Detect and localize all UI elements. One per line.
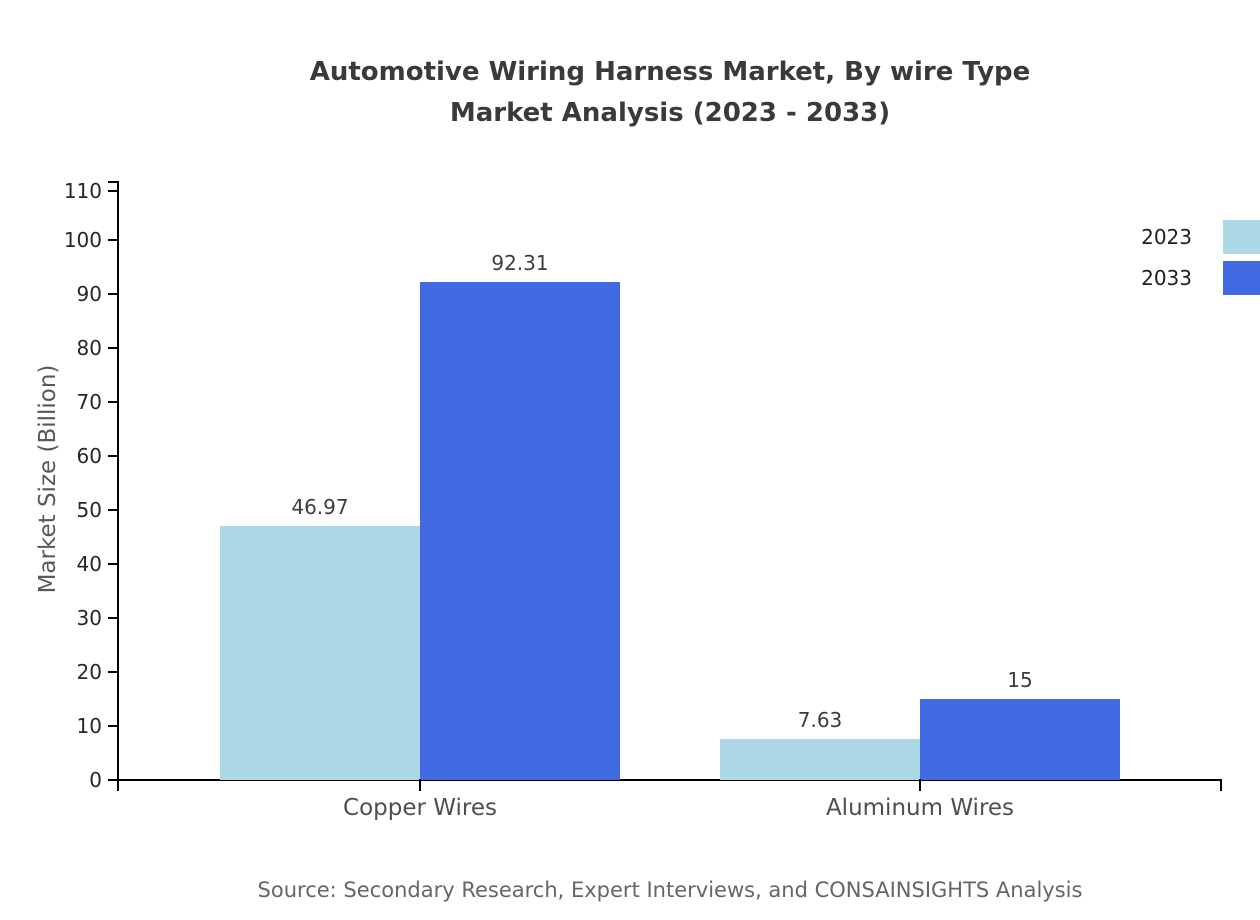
- y-tick-label: 50: [76, 498, 102, 522]
- x-category-label: Copper Wires: [343, 795, 497, 821]
- legend-swatch-2033: [1223, 261, 1260, 295]
- y-axis-line: [117, 181, 119, 791]
- bar-2023-aluminum-wires: [720, 738, 920, 780]
- y-tick-mark: [108, 779, 118, 781]
- bar-2033-copper-wires: [420, 281, 620, 780]
- y-tick-mark: [108, 347, 118, 349]
- bar-2033-aluminum-wires: [920, 699, 1120, 780]
- x-tick-mark: [919, 779, 921, 791]
- y-tick-mark: [108, 671, 118, 673]
- y-tick-label: 90: [76, 282, 102, 306]
- y-tick-mark: [108, 401, 118, 403]
- y-tick-label: 60: [76, 444, 102, 468]
- y-tick-mark: [108, 725, 118, 727]
- y-axis-top-cap: [108, 181, 119, 183]
- y-tick-label: 110: [63, 179, 102, 203]
- y-tick-mark: [108, 563, 118, 565]
- bar-value-label: 15: [1007, 668, 1033, 692]
- bar-value-label: 7.63: [797, 707, 843, 732]
- chart-title: Automotive Wiring Harness Market, By wir…: [118, 52, 1222, 134]
- source-note: Source: Secondary Research, Expert Inter…: [257, 878, 1083, 902]
- y-tick-mark: [108, 617, 118, 619]
- bar-2023-copper-wires: [220, 526, 420, 780]
- y-tick-label: 30: [76, 606, 102, 630]
- legend-swatch-2023: [1223, 220, 1260, 254]
- bar-value-label: 92.31: [491, 250, 549, 275]
- y-tick-label: 0: [89, 768, 102, 792]
- y-tick-mark: [108, 239, 118, 241]
- y-tick-mark: [108, 509, 118, 511]
- y-tick-mark: [108, 455, 118, 457]
- chart-title-line2: Market Analysis (2023 - 2033): [449, 98, 891, 128]
- legend-label-2023: 2023: [1141, 225, 1192, 249]
- bar-value-label: 46.97: [291, 495, 349, 520]
- x-axis-line: [108, 779, 1222, 781]
- legend-label-2033: 2033: [1141, 266, 1192, 290]
- x-category-label: Aluminum Wires: [825, 795, 1015, 821]
- x-tick-mark: [419, 779, 421, 791]
- y-tick-label: 40: [76, 552, 102, 576]
- x-axis-end-tick: [1220, 779, 1222, 791]
- y-tick-label: 20: [76, 660, 102, 684]
- y-tick-mark: [108, 190, 118, 192]
- y-tick-label: 80: [76, 336, 102, 360]
- y-tick-mark: [108, 293, 118, 295]
- chart-title-line1: Automotive Wiring Harness Market, By wir…: [309, 57, 1031, 87]
- y-tick-label: 70: [76, 390, 102, 414]
- y-tick-label: 10: [76, 714, 102, 738]
- y-tick-label: 100: [63, 228, 102, 252]
